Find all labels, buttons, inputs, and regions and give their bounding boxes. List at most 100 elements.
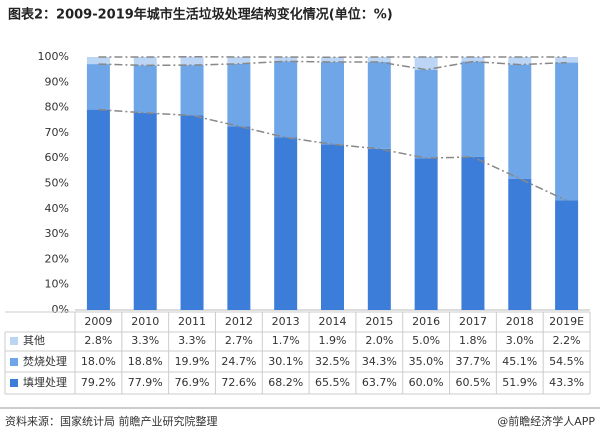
bar-segment bbox=[180, 56, 204, 66]
trend-line bbox=[98, 55, 567, 59]
bar-segment bbox=[367, 57, 391, 63]
bar-segment bbox=[274, 137, 298, 310]
bar-segment bbox=[414, 57, 438, 70]
bar-segment bbox=[133, 57, 157, 66]
x-tick-label: 2009 bbox=[84, 315, 112, 328]
legend-swatch bbox=[10, 358, 18, 366]
bar-segment bbox=[414, 158, 438, 310]
table-value: 1.7% bbox=[272, 334, 300, 347]
table-value: 3.3% bbox=[178, 334, 206, 347]
x-tick-label: 2013 bbox=[272, 315, 300, 328]
table-value: 3.3% bbox=[131, 334, 159, 347]
bar-segment bbox=[321, 62, 344, 145]
table-value: 5.0% bbox=[412, 334, 440, 347]
table-value: 30.1% bbox=[268, 355, 303, 368]
bar-segment bbox=[367, 148, 391, 310]
bar-segment bbox=[227, 126, 251, 311]
y-tick-label: 50% bbox=[45, 177, 69, 190]
bar-segment bbox=[133, 65, 157, 113]
trend-line bbox=[98, 60, 567, 71]
bar-segment bbox=[274, 57, 298, 62]
table-value: 76.9% bbox=[175, 376, 210, 389]
table-value: 2.8% bbox=[84, 334, 112, 347]
bar-segment bbox=[321, 57, 344, 63]
x-tick-label: 2019E bbox=[549, 315, 584, 328]
table-value: 51.9% bbox=[502, 376, 537, 389]
bar-segment bbox=[86, 64, 110, 110]
bar-segment bbox=[227, 57, 251, 64]
x-tick-label: 2015 bbox=[365, 315, 393, 328]
table-value: 24.7% bbox=[221, 355, 256, 368]
table-value: 60.5% bbox=[455, 376, 490, 389]
table-value: 32.5% bbox=[315, 355, 350, 368]
table-value: 79.2% bbox=[81, 376, 116, 389]
bar-segment bbox=[508, 178, 532, 310]
source: 资料来源：国家统计局 前瞻产业研究院整理 bbox=[5, 414, 218, 428]
y-tick-label: 10% bbox=[45, 278, 69, 291]
x-tick-label: 2012 bbox=[225, 315, 253, 328]
bar-segment bbox=[367, 62, 391, 149]
y-tick-label: 60% bbox=[45, 151, 69, 164]
bar-segment bbox=[555, 57, 579, 63]
bar-segment bbox=[555, 62, 579, 201]
table-value: 18.0% bbox=[81, 355, 116, 368]
table-value: 60.0% bbox=[409, 376, 444, 389]
y-tick-label: 100% bbox=[38, 50, 69, 63]
x-tick-label: 2010 bbox=[131, 315, 159, 328]
x-tick-label: 2016 bbox=[412, 315, 440, 328]
legend-label: 焚烧处理 bbox=[23, 355, 67, 368]
y-tick-label: 80% bbox=[45, 101, 69, 114]
y-tick-label: 0% bbox=[52, 303, 69, 316]
legend-swatch bbox=[10, 379, 18, 387]
x-tick-label: 2014 bbox=[319, 315, 347, 328]
x-tick-label: 2017 bbox=[459, 315, 487, 328]
table-value: 1.9% bbox=[319, 334, 347, 347]
table-value: 2.7% bbox=[225, 334, 253, 347]
table-value: 65.5% bbox=[315, 376, 350, 389]
credit: @前瞻经济学人APP bbox=[497, 414, 595, 428]
y-tick-label: 90% bbox=[45, 75, 69, 88]
bar-segment bbox=[414, 69, 438, 159]
y-tick-label: 70% bbox=[45, 126, 69, 139]
table-value: 2.2% bbox=[553, 334, 581, 347]
table-value: 45.1% bbox=[502, 355, 537, 368]
legend-swatch bbox=[10, 337, 18, 345]
table-value: 1.8% bbox=[459, 334, 487, 347]
bar-segment bbox=[508, 57, 532, 65]
legend-label: 填埋处理 bbox=[23, 375, 67, 389]
table-value: 77.9% bbox=[128, 376, 163, 389]
table-value: 43.3% bbox=[549, 376, 584, 389]
table-value: 63.7% bbox=[362, 376, 397, 389]
table-value: 72.6% bbox=[221, 376, 256, 389]
bar-segment bbox=[555, 200, 579, 310]
bar-segment bbox=[180, 65, 204, 116]
x-tick-label: 2018 bbox=[506, 315, 534, 328]
bar-segment bbox=[133, 112, 157, 311]
table-value: 68.2% bbox=[268, 376, 303, 389]
table-value: 3.0% bbox=[506, 334, 534, 347]
bar-segment bbox=[461, 156, 485, 310]
bar-segment bbox=[86, 57, 110, 65]
bar-segment bbox=[461, 61, 485, 157]
chart-title: 图表2：2009-2019年城市生活垃圾处理结构变化情况(单位：%) bbox=[8, 7, 393, 23]
bar-segment bbox=[461, 57, 485, 62]
table-value: 34.3% bbox=[362, 355, 397, 368]
table-value: 37.7% bbox=[455, 355, 490, 368]
legend-label: 其他 bbox=[23, 334, 45, 347]
trend-line bbox=[98, 108, 567, 202]
y-tick-label: 40% bbox=[45, 202, 69, 215]
y-tick-label: 30% bbox=[45, 227, 69, 240]
bar-segment bbox=[321, 144, 344, 310]
bar-segment bbox=[86, 109, 110, 311]
table-value: 54.5% bbox=[549, 355, 584, 368]
table-value: 18.8% bbox=[128, 355, 163, 368]
x-tick-label: 2011 bbox=[178, 315, 206, 328]
bar-segment bbox=[274, 61, 298, 138]
table-value: 19.9% bbox=[175, 355, 210, 368]
table-value: 35.0% bbox=[409, 355, 444, 368]
bar-segment bbox=[227, 63, 251, 127]
bar-segment bbox=[180, 115, 204, 311]
y-tick-label: 20% bbox=[45, 252, 69, 265]
table-value: 2.0% bbox=[365, 334, 393, 347]
